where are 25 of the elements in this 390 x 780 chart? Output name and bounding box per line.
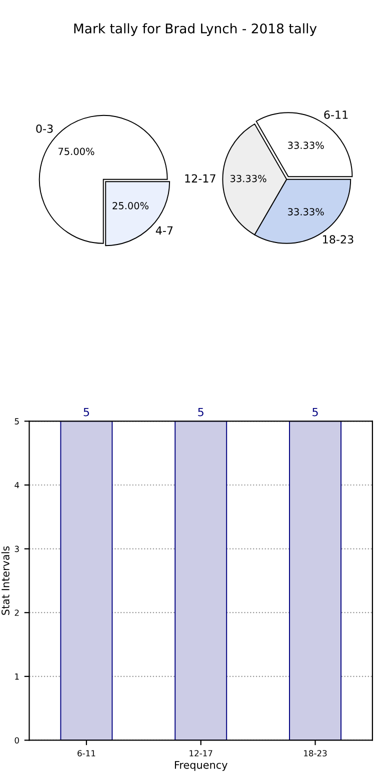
y-tick-label: 3 [14, 546, 19, 552]
y-tick-label: 4 [14, 482, 20, 488]
data-label: 5 [84, 408, 90, 416]
slice-label: 12-17 [185, 174, 216, 182]
slice-label: 18-23 [323, 235, 354, 244]
data-label: 33.33% [230, 174, 266, 182]
x-axis-title: Frequency [174, 761, 228, 771]
y-tick-label: 5 [14, 418, 19, 424]
data-label: 33.33% [288, 208, 324, 216]
y-axis-title: Stat Intervals [1, 546, 10, 615]
slice-label: 4-7 [156, 226, 173, 234]
x-tick-label: 18-23 [304, 750, 327, 756]
x-tick-label: 12-17 [190, 750, 212, 756]
y-tick-label: 2 [14, 610, 19, 616]
data-label: 25.00% [112, 202, 148, 210]
data-label: 75.00% [58, 148, 94, 156]
y-tick-label: 1 [15, 674, 19, 680]
data-label: 5 [312, 408, 318, 416]
x-tick-label: 6-11 [78, 750, 96, 756]
slice-label: 6-11 [324, 110, 348, 119]
data-label: 5 [198, 408, 204, 416]
data-label: 33.33% [288, 142, 324, 149]
slice-label: 0-3 [36, 124, 53, 133]
chart-title: Mark tally for Brad Lynch - 2018 tally [74, 23, 317, 36]
y-tick-label: 0 [14, 737, 19, 744]
